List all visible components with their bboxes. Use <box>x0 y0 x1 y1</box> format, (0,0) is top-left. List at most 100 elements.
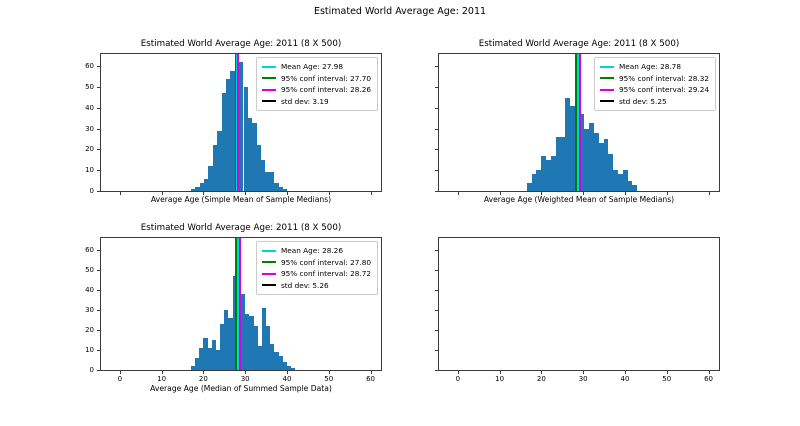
histogram-bar <box>257 346 262 370</box>
x-tick-mark <box>541 371 543 374</box>
x-tick-label: 40 <box>620 375 630 383</box>
x-tick-label: 30 <box>240 375 250 383</box>
histogram-bar <box>565 97 570 191</box>
x-axis-label-median-summed: Average Age (Median of Summed Sample Dat… <box>150 384 332 393</box>
legend-label: 95% conf interval: 28.26 <box>280 85 371 95</box>
histogram-bar <box>541 155 546 191</box>
x-tick-mark <box>370 371 372 374</box>
legend-label: 95% conf interval: 28.72 <box>280 269 371 279</box>
x-tick-label: 10 <box>495 375 505 383</box>
histogram-bar <box>632 184 638 191</box>
histogram-bar <box>212 145 218 191</box>
histogram-bar <box>204 178 209 191</box>
histogram-bar <box>207 348 212 370</box>
histogram-bar <box>265 172 270 191</box>
histogram-bar <box>550 155 556 191</box>
histogram-bar <box>195 358 200 370</box>
legend-item: 95% conf interval: 28.32 <box>599 73 709 85</box>
y-tick-mark <box>435 191 438 192</box>
y-tick-label: 40 <box>85 286 94 294</box>
legend-label: std dev: 5.26 <box>280 280 329 290</box>
histogram-bar <box>217 130 222 191</box>
histogram-bar <box>536 170 542 191</box>
x-tick-mark <box>457 371 459 374</box>
figure-suptitle: Estimated World Average Age: 2011 <box>313 6 487 17</box>
legend-label: 95% conf interval: 27.80 <box>280 257 371 267</box>
x-tick-mark <box>499 192 501 195</box>
y-tick-mark <box>97 270 100 271</box>
axes-empty-panel: 0 10 20 30 40 50 60 <box>435 237 720 383</box>
histogram-bar <box>256 145 262 191</box>
x-tick-mark <box>457 192 459 195</box>
y-tick-mark <box>97 149 100 151</box>
x-tick-label: 30 <box>578 375 588 383</box>
y-tick-mark <box>97 170 100 172</box>
histogram-bar <box>232 276 237 370</box>
y-tick-label: 30 <box>85 124 94 133</box>
y-tick-mark <box>435 330 438 331</box>
histogram-bar <box>239 62 244 191</box>
legend-line-swatch <box>261 261 276 264</box>
x-tick-mark <box>119 192 121 195</box>
legend-item: std dev: 5.26 <box>261 280 371 292</box>
mean-line <box>577 54 579 191</box>
histogram-bar <box>579 114 585 191</box>
legend-label: 95% conf interval: 29.24 <box>618 85 709 95</box>
histogram-bar <box>545 159 551 191</box>
legend-median-summed: Mean Age: 28.26 95% conf interval: 27.80 9… <box>255 241 378 295</box>
x-tick-label: 0 <box>455 375 461 383</box>
conf-interval-line <box>579 54 581 191</box>
x-tick-label: 20 <box>198 375 208 383</box>
legend-item: std dev: 5.25 <box>599 96 709 108</box>
y-tick-mark <box>435 250 438 251</box>
histogram-bar <box>274 352 279 370</box>
y-tick-label: 40 <box>85 103 94 112</box>
histogram-bar <box>283 188 288 191</box>
legend-item: Mean Age: 28.26 <box>261 245 371 257</box>
y-tick-mark <box>97 330 100 331</box>
histogram-bar <box>278 186 283 191</box>
y-tick-mark <box>97 107 100 109</box>
y-tick-label: 60 <box>85 62 94 71</box>
y-tick-mark <box>435 149 438 151</box>
y-tick-mark <box>97 370 100 371</box>
x-tick-mark <box>666 192 668 195</box>
y-tick-mark <box>435 66 438 68</box>
histogram-bar <box>613 170 619 191</box>
histogram-bar <box>594 132 599 191</box>
histogram-bar <box>574 114 580 191</box>
legend-line-swatch <box>261 249 276 252</box>
histogram-bar <box>570 105 575 191</box>
x-tick-mark <box>708 371 710 374</box>
y-tick-mark <box>97 66 100 68</box>
x-axis-label-weighted-mean: Average Age (Weighted Mean of Sample Med… <box>483 195 675 204</box>
legend-item: Mean Age: 27.98 <box>261 61 371 73</box>
legend-line-swatch <box>599 88 614 91</box>
histogram-bar <box>622 170 628 191</box>
x-tick-label: 60 <box>704 375 713 383</box>
histogram-bar <box>253 326 258 370</box>
y-tick-mark <box>97 128 100 130</box>
histogram-bar <box>269 172 275 191</box>
histogram-bar <box>270 344 275 370</box>
axes-median-summed: Estimated World Average Age: 2011 (8 X 5… <box>85 223 382 393</box>
y-tick-mark <box>435 370 438 371</box>
y-tick-mark <box>435 170 438 172</box>
histogram-bar <box>589 122 595 191</box>
x-tick-label: 50 <box>662 375 672 383</box>
y-tick-mark <box>435 128 438 130</box>
y-tick-mark <box>97 310 100 311</box>
histogram-bar <box>215 350 221 370</box>
legend-weighted-mean: Mean Age: 28.78 95% conf interval: 28.32 9… <box>593 57 716 111</box>
subplot-title-simple-mean: Estimated World Average Age: 2011 (8 X 5… <box>140 39 342 49</box>
histogram-bar <box>199 348 204 370</box>
x-tick-label: 10 <box>157 375 167 383</box>
y-tick-mark <box>97 290 100 291</box>
mean-line <box>237 238 239 370</box>
legend-line-swatch <box>261 272 276 275</box>
histogram-bar <box>286 366 292 370</box>
x-tick-mark <box>499 371 501 374</box>
histogram-bar <box>252 122 257 191</box>
histogram-bar <box>208 166 213 191</box>
histogram-bar <box>560 137 566 191</box>
